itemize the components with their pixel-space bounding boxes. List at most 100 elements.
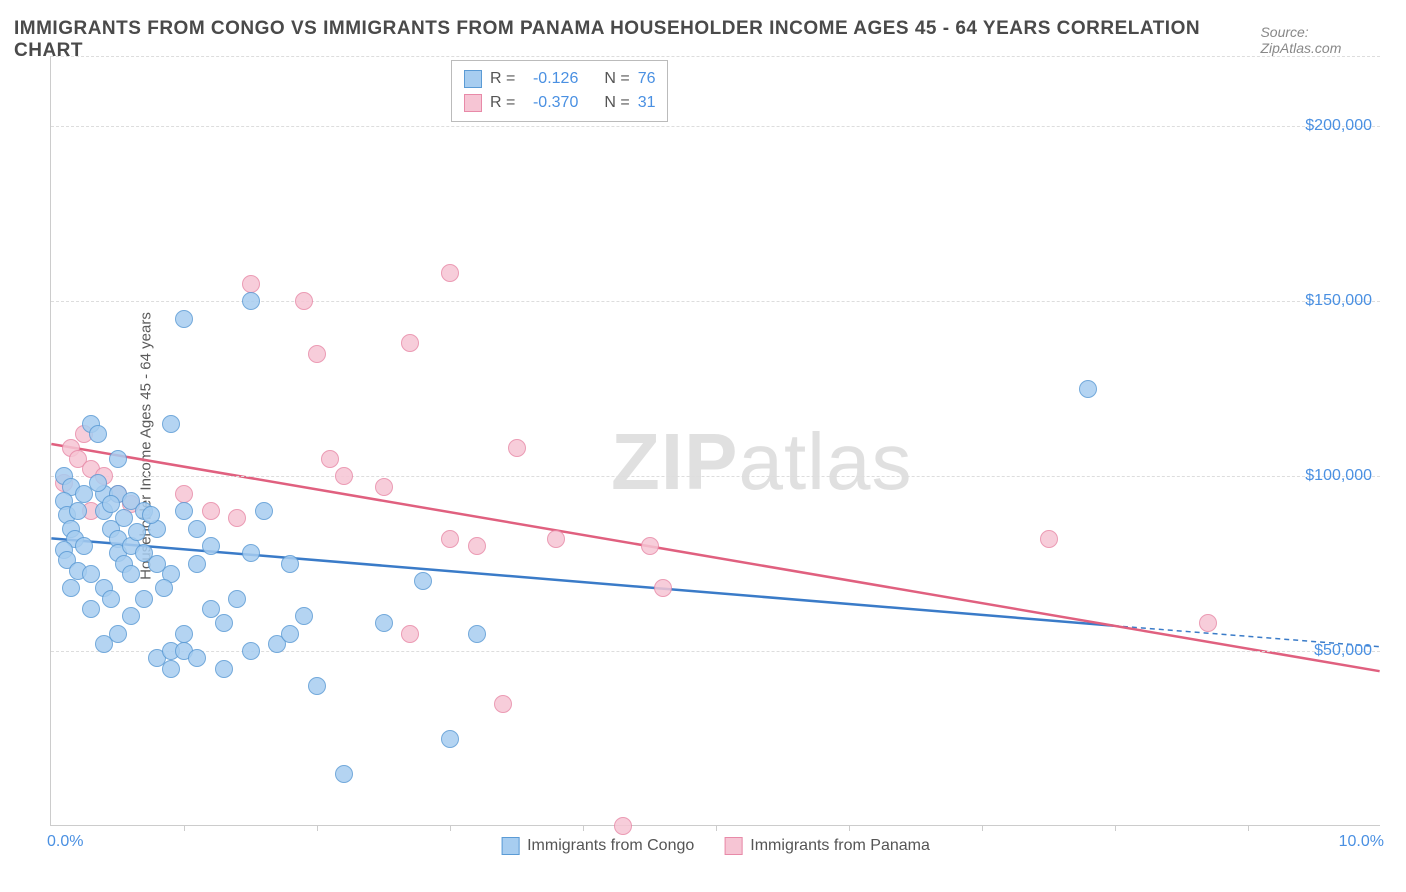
r-value: -0.370 [523,91,578,115]
scatter-point [321,450,339,468]
scatter-point [468,625,486,643]
stats-row-panama: R = -0.370 N = 31 [464,91,655,115]
scatter-point [215,614,233,632]
gridline [51,126,1380,127]
scatter-point [202,537,220,555]
source-label: Source: ZipAtlas.com [1260,24,1392,56]
scatter-point [614,817,632,835]
scatter-point [109,450,127,468]
scatter-point [122,565,140,583]
scatter-point [162,660,180,678]
series-legend: Immigrants from Congo Immigrants from Pa… [501,837,930,855]
legend-label: Immigrants from Congo [527,837,694,855]
scatter-point [468,537,486,555]
scatter-point [228,509,246,527]
scatter-point [75,537,93,555]
scatter-point [122,607,140,625]
scatter-point [641,537,659,555]
scatter-point [62,579,80,597]
scatter-plot-area: ZIPatlas R = -0.126 N = 76 R = -0.370 N … [50,56,1380,826]
r-label: R = [490,91,515,115]
scatter-point [155,579,173,597]
scatter-point [1079,380,1097,398]
stats-row-congo: R = -0.126 N = 76 [464,67,655,91]
scatter-point [188,649,206,667]
swatch-icon [724,837,742,855]
scatter-point [69,502,87,520]
scatter-point [441,264,459,282]
scatter-point [401,334,419,352]
scatter-point [242,275,260,293]
scatter-point [494,695,512,713]
x-tick-mark [583,825,584,831]
scatter-point [215,660,233,678]
scatter-point [142,506,160,524]
y-tick-label: $200,000 [1305,117,1372,135]
scatter-point [308,345,326,363]
scatter-point [188,520,206,538]
scatter-point [335,467,353,485]
scatter-point [82,600,100,618]
scatter-point [547,530,565,548]
swatch-icon [464,94,482,112]
stats-legend: R = -0.126 N = 76 R = -0.370 N = 31 [451,60,668,122]
scatter-point [441,530,459,548]
scatter-point [135,590,153,608]
x-tick-left: 0.0% [47,833,83,851]
n-label: N = [604,67,629,91]
scatter-point [255,502,273,520]
n-label: N = [604,91,629,115]
scatter-point [414,572,432,590]
legend-label: Immigrants from Panama [750,837,930,855]
y-tick-label: $150,000 [1305,292,1372,310]
scatter-point [162,415,180,433]
scatter-point [1199,614,1217,632]
scatter-point [295,607,313,625]
scatter-point [375,478,393,496]
y-tick-label: $50,000 [1314,642,1372,660]
scatter-point [82,565,100,583]
scatter-point [242,642,260,660]
scatter-point [441,730,459,748]
n-value: 76 [638,67,656,91]
legend-item-congo: Immigrants from Congo [501,837,694,855]
scatter-point [102,590,120,608]
scatter-point [242,292,260,310]
x-tick-mark [450,825,451,831]
watermark: ZIPatlas [611,416,912,508]
scatter-point [128,523,146,541]
x-tick-right: 10.0% [1339,833,1384,851]
x-tick-mark [184,825,185,831]
scatter-point [175,502,193,520]
scatter-point [335,765,353,783]
scatter-point [228,590,246,608]
swatch-icon [464,70,482,88]
r-label: R = [490,67,515,91]
scatter-point [75,485,93,503]
scatter-point [295,292,313,310]
trend-lines [51,56,1380,825]
scatter-point [654,579,672,597]
r-value: -0.126 [523,67,578,91]
scatter-point [89,425,107,443]
x-tick-mark [982,825,983,831]
scatter-point [308,677,326,695]
scatter-point [281,625,299,643]
gridline [51,476,1380,477]
scatter-point [95,635,113,653]
x-tick-mark [1115,825,1116,831]
legend-item-panama: Immigrants from Panama [724,837,930,855]
scatter-point [188,555,206,573]
x-tick-mark [1248,825,1249,831]
scatter-point [175,485,193,503]
gridline [51,56,1380,57]
scatter-point [202,502,220,520]
n-value: 31 [638,91,656,115]
swatch-icon [501,837,519,855]
scatter-point [1040,530,1058,548]
scatter-point [175,310,193,328]
x-tick-mark [849,825,850,831]
scatter-point [281,555,299,573]
scatter-point [242,544,260,562]
scatter-point [508,439,526,457]
